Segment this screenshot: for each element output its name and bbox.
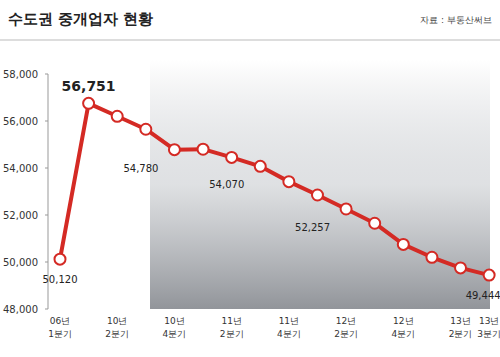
chart: 수도권 중개업자 현황 자료 : 부동산써브 48,000 50,000 52,000 5… [0, 0, 500, 357]
y-tick [45, 262, 48, 263]
x-tick-label-line: 11년 [221, 316, 241, 326]
point [283, 176, 294, 187]
y-tick-label: 58,000 [3, 69, 38, 80]
point [455, 262, 466, 273]
point [169, 144, 180, 155]
point [426, 252, 437, 263]
x-tick-label-line: 06년 [50, 316, 70, 326]
data-label: 54,070 [209, 179, 244, 190]
y-tick [45, 74, 48, 75]
x-tick-label: 10년4분기 [163, 316, 187, 339]
x-tick-label-line: 10년 [107, 316, 127, 326]
point [255, 161, 266, 172]
x-tick-label: 11년4분기 [277, 316, 301, 339]
x-tick-label-line: 10년 [164, 316, 184, 326]
point [198, 144, 209, 155]
x-tick-label: 12년2분기 [334, 316, 358, 339]
y-tick [45, 309, 48, 310]
x-tick-label-line: 11년 [279, 316, 299, 326]
point [55, 254, 66, 265]
x-tick-label: 10년2분기 [105, 316, 129, 339]
point [369, 218, 380, 229]
header-rule [0, 40, 500, 41]
data-label: 52,257 [295, 222, 330, 233]
x-tick-label-line: 2분기 [334, 329, 358, 339]
x-tick-label: 11년2분기 [220, 316, 244, 339]
y-tick [45, 168, 48, 169]
x-tick-label-line: 2분기 [449, 329, 473, 339]
data-label: 56,751 [62, 78, 116, 94]
x-tick-label-line: 2분기 [105, 329, 129, 339]
x-tick-label-line: 4분기 [277, 329, 301, 339]
y-tick-label: 56,000 [3, 116, 38, 127]
y-tick-label: 50,000 [3, 257, 38, 268]
x-tick-label-line: 13년 [450, 316, 470, 326]
data-label: 54,780 [123, 163, 158, 174]
x-tick-label-line: 1분기 [48, 329, 72, 339]
point [398, 239, 409, 250]
point [312, 190, 323, 201]
x-tick-label-line: 13년 [479, 316, 499, 326]
point [484, 270, 495, 281]
y-tick-label: 52,000 [3, 210, 38, 221]
point [83, 98, 94, 109]
x-tick-label: 12년4분기 [391, 316, 415, 339]
x-tick-label-line: 12년 [393, 316, 413, 326]
point [226, 152, 237, 163]
background [150, 60, 490, 309]
point [341, 203, 352, 214]
data-label: 50,120 [43, 274, 78, 285]
data-label: 49,444 [466, 290, 500, 301]
y-tick [45, 215, 48, 216]
x-tick-label-line: 12년 [336, 316, 356, 326]
x-tick-label-line: 2분기 [220, 329, 244, 339]
point [140, 124, 151, 135]
plot [55, 98, 495, 281]
source: 자료 : 부동산써브 [420, 15, 492, 25]
line [60, 103, 489, 275]
x-tick-label-line: 4분기 [391, 329, 415, 339]
x-tick-label: 13년2분기 [449, 316, 473, 339]
x-tick-label: 13년3분기 [477, 316, 500, 339]
x-tick-label-line: 3분기 [477, 329, 500, 339]
y-tick-label: 54,000 [3, 163, 38, 174]
title: 수도권 중개업자 현황 [8, 10, 153, 28]
x-tick-label: 06년1분기 [48, 316, 72, 339]
y-tick-label: 48,000 [3, 304, 38, 315]
x-tick-label-line: 4분기 [163, 329, 187, 339]
y-tick [45, 121, 48, 122]
point [112, 111, 123, 122]
